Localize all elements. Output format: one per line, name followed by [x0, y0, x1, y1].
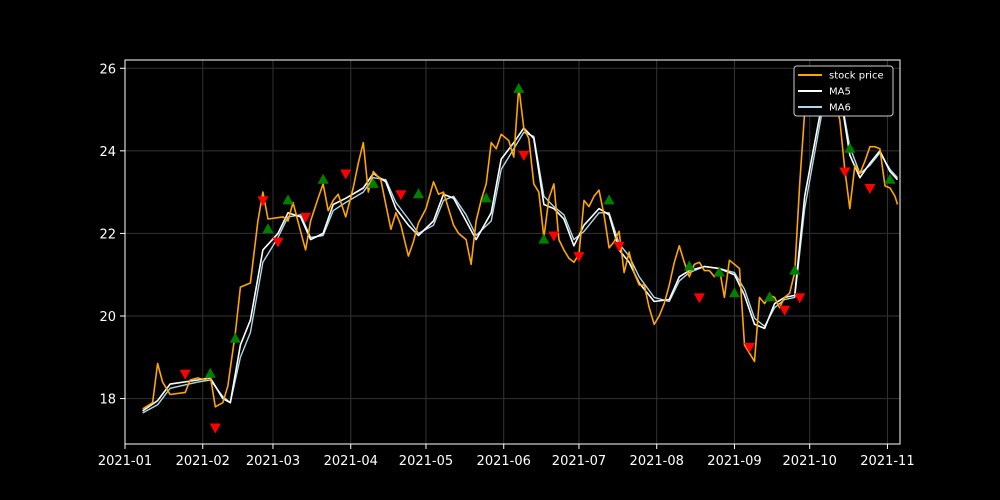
sell-signal-marker	[548, 231, 560, 242]
buy-signal-marker	[844, 142, 856, 153]
legend-box	[793, 65, 894, 117]
sell-signal-marker	[179, 369, 191, 380]
x-tick-label: 2021-01	[98, 454, 152, 469]
x-tick-label: 2021-05	[399, 454, 453, 469]
buy-signal-marker	[480, 192, 492, 203]
ma6-line	[142, 88, 899, 414]
y-tick-label: 22	[99, 227, 116, 242]
buy-signal-marker	[538, 233, 550, 244]
buy-signal-marker	[282, 194, 294, 205]
sell-signal-marker	[794, 293, 806, 304]
sell-signal-marker	[395, 190, 407, 201]
legend-label: MA6	[829, 103, 851, 114]
sell-signal-marker	[340, 169, 352, 180]
legend-label: stock price	[829, 71, 884, 82]
signal-markers	[179, 82, 896, 434]
buy-signal-marker	[317, 173, 329, 184]
ma5-line	[142, 86, 899, 412]
buy-signal-marker	[728, 287, 740, 298]
y-tick-label: 26	[99, 62, 116, 77]
buy-signal-marker	[412, 188, 424, 199]
sell-signal-marker	[744, 342, 756, 353]
legend-label: MA5	[829, 87, 851, 98]
buy-signal-marker	[367, 177, 379, 188]
axis-ticks: 2021-01 2021-02 2021-03 2021-04 2021-05 2021-…	[98, 62, 915, 469]
buy-signal-marker	[204, 367, 216, 378]
sell-signal-marker	[209, 423, 221, 434]
buy-signal-marker	[229, 332, 241, 343]
sell-signal-marker	[518, 150, 530, 161]
x-tick-label: 2021-07	[552, 454, 606, 469]
sell-signal-marker	[272, 237, 284, 248]
buy-signal-marker	[884, 173, 896, 184]
y-tick-label: 18	[99, 393, 116, 408]
buy-signal-marker	[683, 260, 695, 271]
buy-signal-marker	[789, 264, 801, 275]
sell-signal-marker	[573, 252, 585, 263]
x-tick-label: 2021-08	[630, 454, 684, 469]
buy-signal-marker	[513, 82, 525, 93]
buy-signal-marker	[603, 194, 615, 205]
x-tick-label: 2021-04	[324, 454, 378, 469]
sell-signal-marker	[864, 184, 876, 194]
y-tick-label: 20	[99, 310, 116, 325]
x-tick-label: 2021-11	[860, 454, 914, 469]
legend: stock price MA5 MA6	[793, 65, 894, 117]
buy-signal-marker	[764, 291, 776, 302]
sell-signal-marker	[839, 167, 851, 178]
plot-frame	[124, 59, 901, 445]
y-tick-label: 24	[99, 145, 116, 160]
stock-price-line	[142, 77, 899, 410]
x-tick-label: 2021-10	[783, 454, 837, 469]
x-tick-label: 2021-09	[707, 454, 761, 469]
x-tick-label: 2021-06	[477, 454, 531, 469]
plot-series	[142, 77, 899, 414]
sell-signal-marker	[779, 305, 791, 316]
buy-signal-marker	[713, 266, 725, 277]
sell-signal-marker	[300, 212, 312, 223]
x-tick-label: 2021-02	[176, 454, 230, 469]
buy-signal-marker	[262, 223, 274, 234]
x-tick-label: 2021-03	[246, 454, 300, 469]
sell-signal-marker	[257, 196, 269, 207]
sell-signal-marker	[613, 241, 625, 252]
sell-signal-marker	[693, 293, 705, 304]
